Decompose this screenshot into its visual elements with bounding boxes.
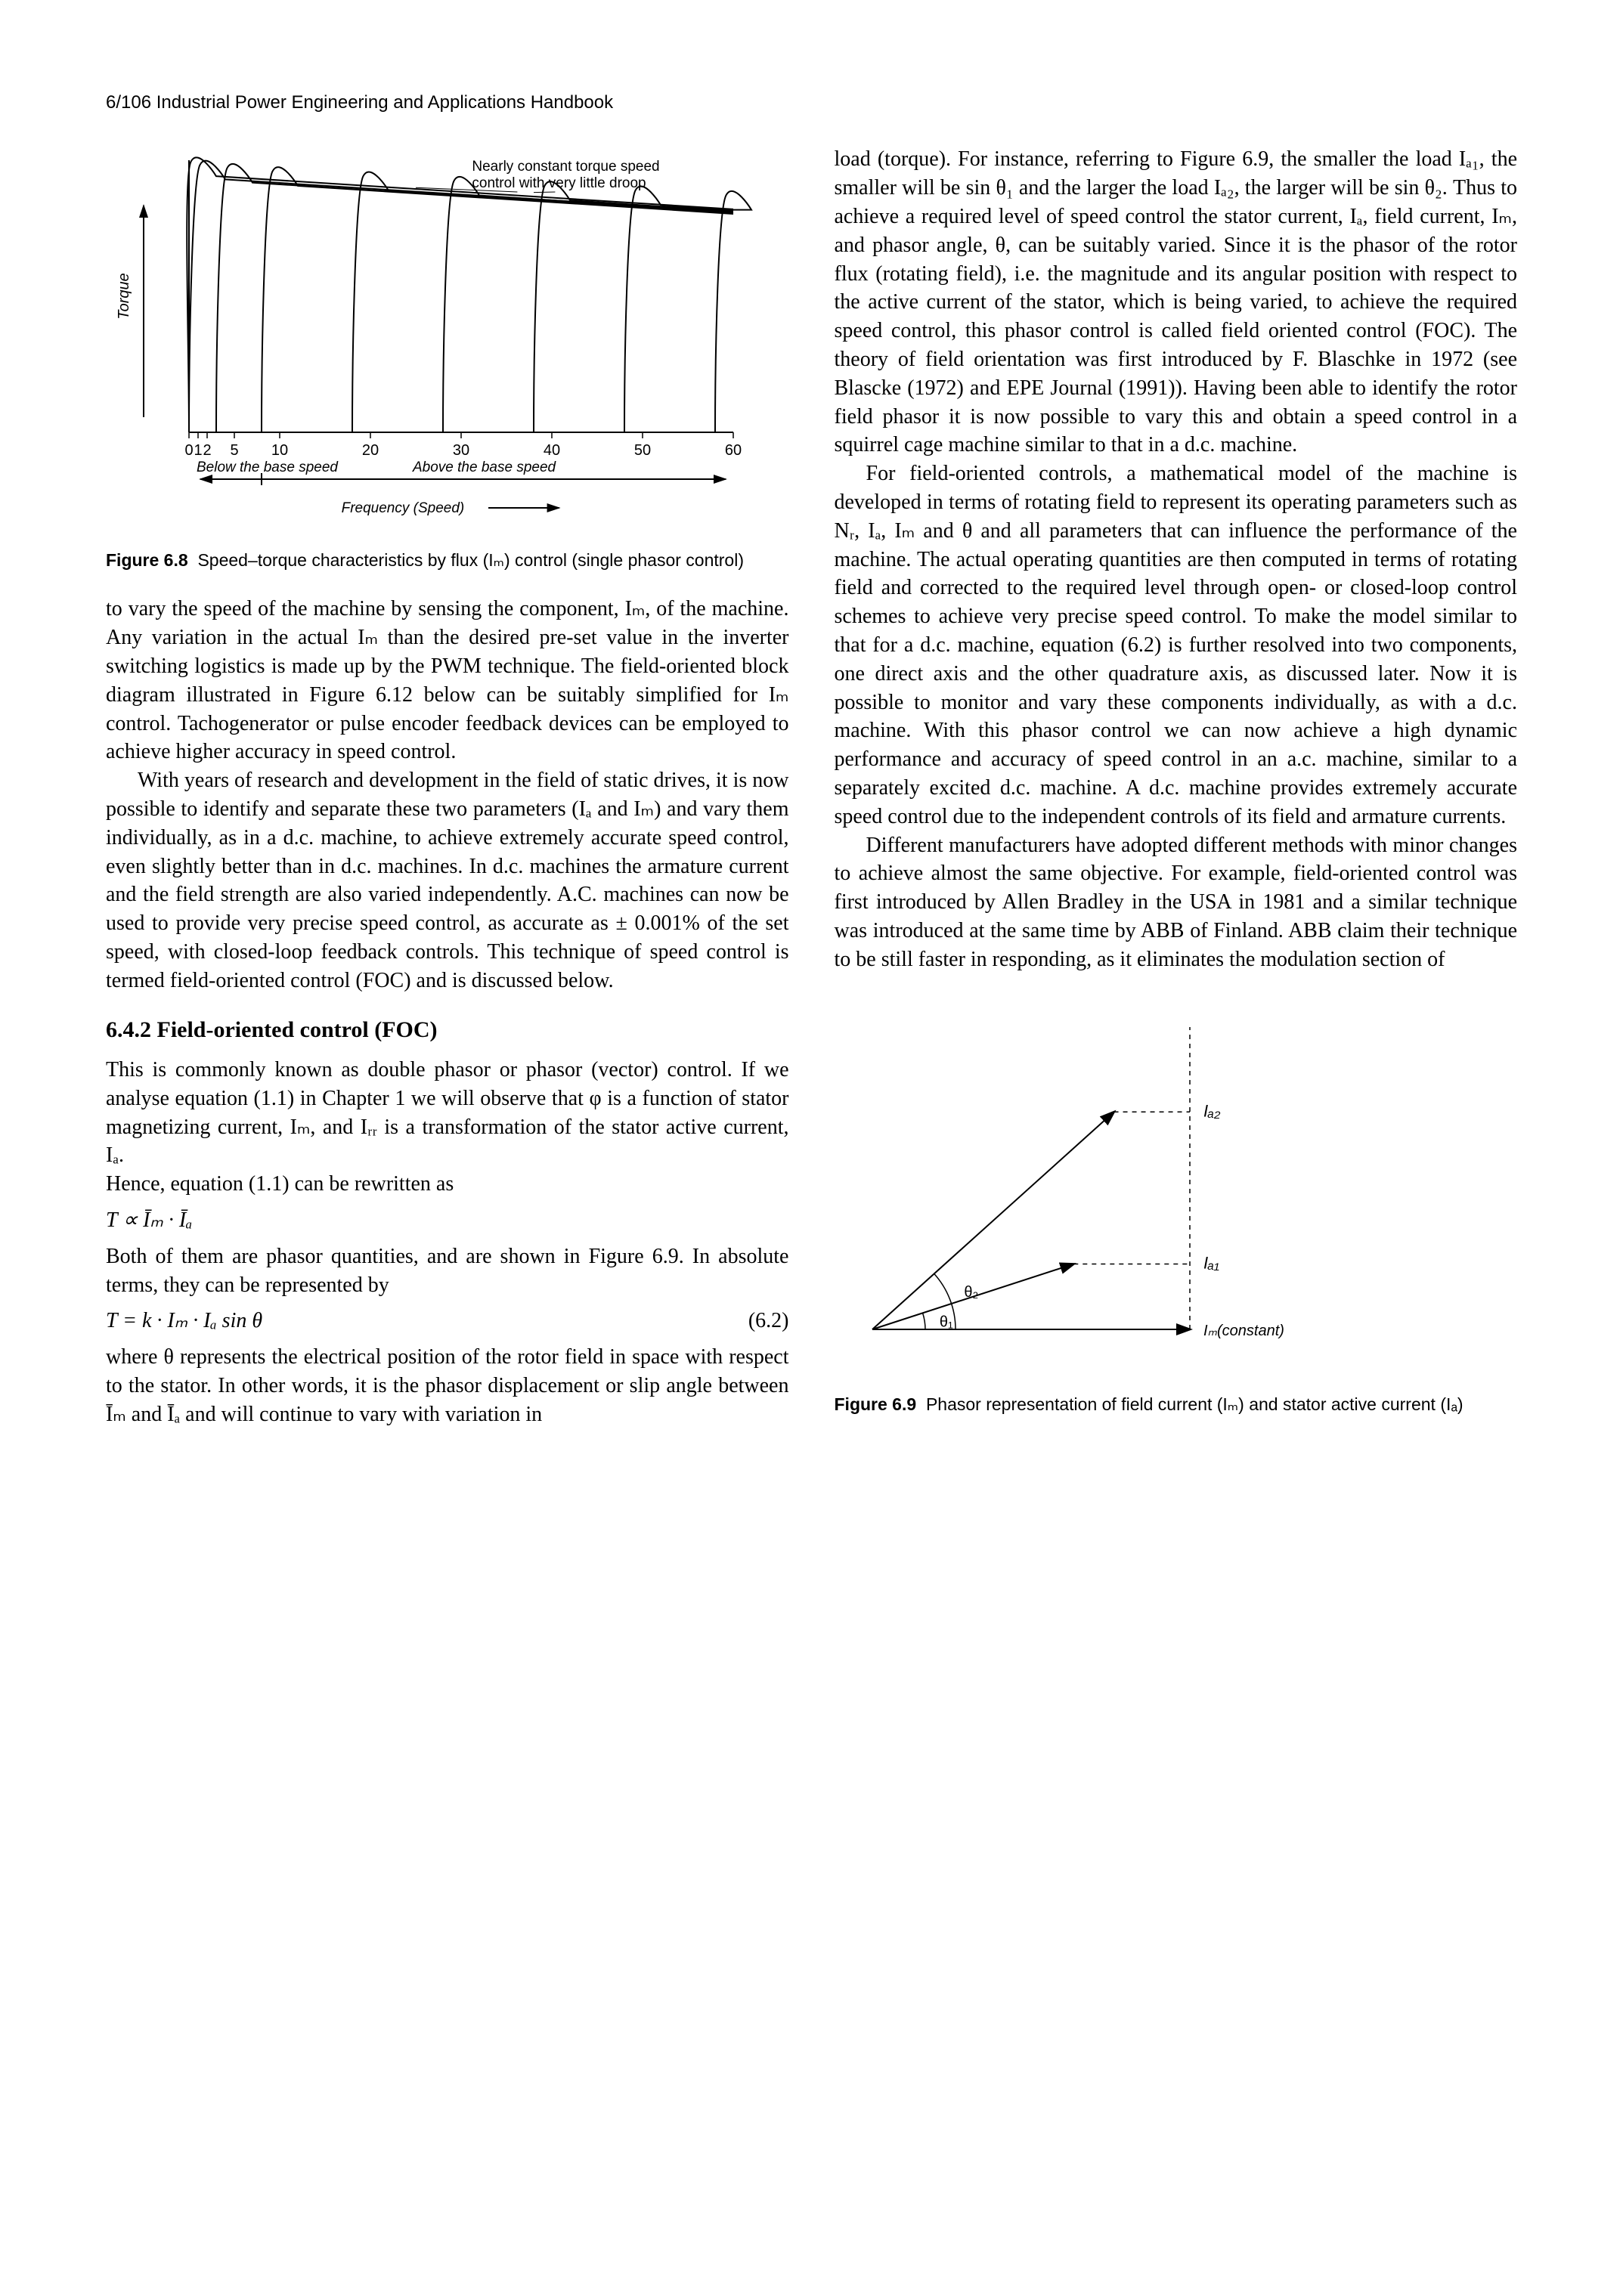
figure-6-9-diagram: Iₘ(constant) Iₐ₁ Iₐ₂ θ₁ θ₂	[835, 1004, 1485, 1382]
paragraph-5: where θ represents the electrical positi…	[106, 1343, 789, 1428]
right-column: load (torque). For instance, referring t…	[835, 145, 1518, 1438]
paragraph-7: For field-oriented controls, a mathemati…	[835, 460, 1518, 831]
paragraph-6: load (torque). For instance, referring t…	[835, 145, 1518, 460]
svg-text:30: 30	[453, 442, 469, 459]
figure-6-8: 0125102030405060HzTorqueNearly constant …	[106, 145, 789, 572]
svg-text:Below the base speed: Below the base speed	[197, 460, 339, 475]
figure-6-8-caption: Figure 6.8 Speed–torque characteristics …	[106, 549, 789, 572]
equation-6-2-text: T = k · Iₘ · Iₐ sin θ	[106, 1307, 262, 1335]
svg-text:60: 60	[725, 442, 742, 459]
paragraph-4: Both of them are phasor quantities, and …	[106, 1242, 789, 1300]
paragraph-2: With years of research and development i…	[106, 766, 789, 995]
figure-6-9: Iₘ(constant) Iₐ₁ Iₐ₂ θ₁ θ₂ Figure 6.9 Phasor…	[835, 1004, 1518, 1416]
section-6-4-2-heading: 6.4.2 Field-oriented control (FOC)	[106, 1015, 789, 1046]
equation-proportional: T ∝ Īₘ · Īₐ	[106, 1206, 789, 1235]
figure-6-8-chart: 0125102030405060HzTorqueNearly constant …	[106, 145, 756, 538]
svg-text:Nearly constant torque speed: Nearly constant torque speed	[472, 159, 659, 175]
svg-text:0: 0	[184, 442, 193, 459]
equation-6-2-number: (6.2)	[748, 1307, 789, 1335]
page-header: 6/106 Industrial Power Engineering and A…	[106, 91, 1517, 115]
svg-text:θ₁: θ₁	[939, 1314, 952, 1330]
svg-text:20: 20	[362, 442, 379, 459]
figure-6-8-label: Figure 6.8	[106, 550, 188, 570]
svg-text:Frequency (Speed): Frequency (Speed)	[342, 500, 465, 516]
paragraph-8: Different manufacturers have adopted dif…	[835, 831, 1518, 974]
svg-text:5: 5	[230, 442, 238, 459]
svg-text:Iₐ₁: Iₐ₁	[1203, 1253, 1219, 1272]
paragraph-1: to vary the speed of the machine by sens…	[106, 595, 789, 766]
svg-text:50: 50	[634, 442, 651, 459]
svg-text:40: 40	[544, 442, 560, 459]
svg-text:Above the base speed: Above the base speed	[412, 460, 557, 475]
paragraph-3: This is commonly known as double phasor …	[106, 1056, 789, 1170]
svg-text:control with very little droop: control with very little droop	[472, 175, 646, 191]
svg-text:Torque: Torque	[116, 274, 132, 320]
left-column: 0125102030405060HzTorqueNearly constant …	[106, 145, 789, 1438]
svg-text:10: 10	[271, 442, 288, 459]
two-column-layout: 0125102030405060HzTorqueNearly constant …	[106, 145, 1517, 1438]
svg-text:2: 2	[203, 442, 211, 459]
svg-text:θ₂: θ₂	[964, 1284, 978, 1301]
figure-6-8-caption-text: Speed–torque characteristics by flux (Iₘ…	[197, 550, 744, 570]
equation-6-2: T = k · Iₘ · Iₐ sin θ (6.2)	[106, 1307, 789, 1335]
equation-proportional-text: T ∝ Īₘ · Īₐ	[106, 1206, 192, 1235]
figure-6-9-label: Figure 6.9	[835, 1394, 917, 1414]
svg-text:Iₘ(constant): Iₘ(constant)	[1203, 1323, 1284, 1339]
figure-6-9-caption-text: Phasor representation of field current (…	[926, 1394, 1463, 1414]
svg-text:1: 1	[194, 442, 202, 459]
figure-6-9-caption: Figure 6.9 Phasor representation of fiel…	[835, 1393, 1518, 1416]
svg-text:Iₐ₂: Iₐ₂	[1203, 1101, 1221, 1120]
paragraph-3b: Hence, equation (1.1) can be rewritten a…	[106, 1170, 789, 1199]
